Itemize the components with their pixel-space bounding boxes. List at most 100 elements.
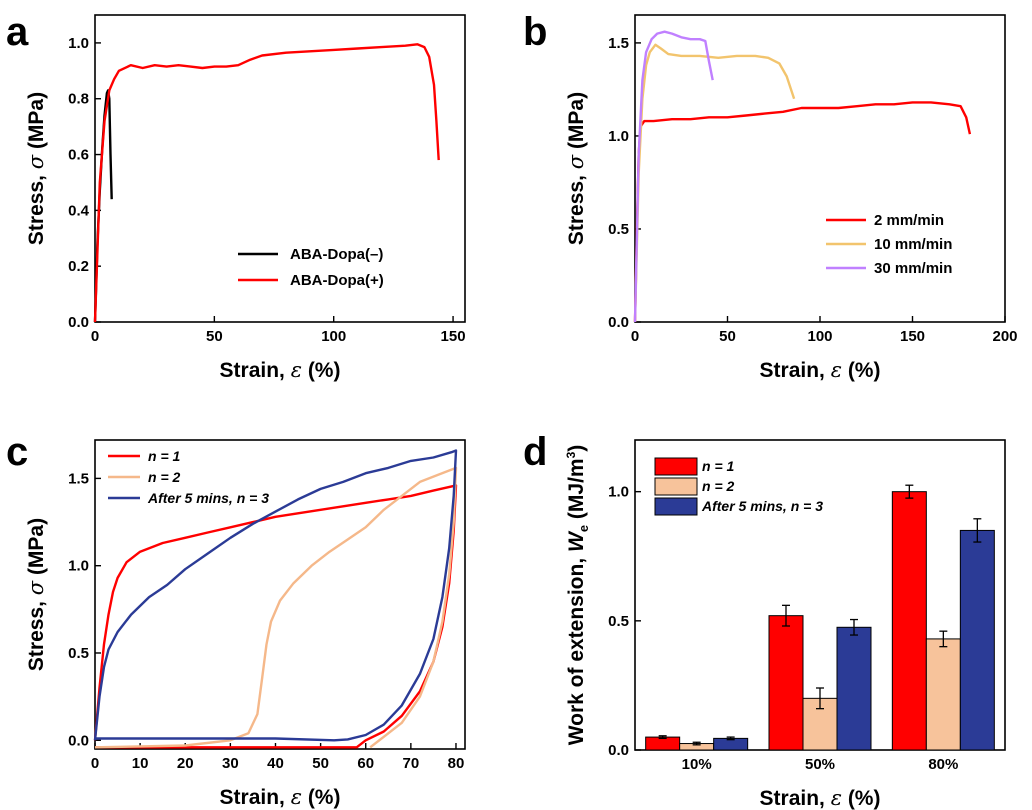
x-axis-title-prefix: Strain, [220, 786, 291, 809]
plot-frame [94, 439, 466, 750]
series-line-0 [633, 101, 972, 323]
y-axis-title-symbol: W [565, 530, 588, 552]
legend-label-text: = 2 [157, 469, 181, 485]
legend-label-variable: n [702, 458, 711, 474]
legend-label: n = 2 [702, 478, 735, 494]
x-tick-label: 0 [631, 328, 639, 345]
x-axis-title-unit: (%) [302, 359, 341, 382]
x-axis-title-prefix: Strain, [760, 787, 831, 810]
panel-d: d 0.0 0.5 1.0 Strain, ε (%) Work of extension… [523, 430, 1006, 810]
series-line-1 [633, 43, 796, 323]
legend-label: After 5 mins, n = 3 [701, 498, 823, 514]
legend-swatch [654, 497, 698, 516]
series-line-0 [93, 484, 458, 749]
y-axis-title: Stress, σ (MPa) [24, 518, 48, 671]
y-tick-label: 1.5 [68, 470, 89, 487]
panel-letter-a: a [6, 10, 29, 54]
y-tick-label: 0.0 [608, 314, 629, 331]
x-tick-label: 10% [682, 756, 712, 773]
legend-swatch [654, 457, 698, 476]
legend-label-text: = 3 [245, 490, 269, 506]
x-axis-title-symbol: ε [831, 358, 842, 382]
x-tick-label: 50 [206, 328, 223, 345]
y-tick-label: 0.6 [68, 147, 89, 164]
y-axis-title-subscript: e [576, 525, 591, 532]
x-axis-title: Strain, ε (%) [760, 786, 881, 810]
x-tick-label: 50% [805, 756, 835, 773]
x-axis-title: Strain, ε (%) [220, 358, 341, 382]
x-tick-label: 20 [177, 755, 194, 772]
x-axis-title-unit: (%) [842, 787, 881, 810]
y-tick-label: 0.2 [68, 258, 89, 275]
y-axis-title-close: ) [565, 445, 588, 452]
y-tick-label: 1.5 [608, 35, 629, 52]
bar [768, 615, 804, 751]
x-axis-title-prefix: Strain, [760, 359, 831, 382]
x-axis-title-prefix: Strain, [220, 359, 291, 382]
legend-label-text: = 3 [799, 498, 823, 514]
legend-label: n = 1 [148, 448, 181, 464]
legend-label: n = 2 [148, 469, 181, 485]
y-axis-title-prefix: Stress, [25, 169, 48, 245]
panel-letter-d: d [523, 430, 547, 474]
y-tick-label: 0.0 [608, 742, 629, 759]
x-axis-title-symbol: ε [291, 358, 302, 382]
bar [959, 529, 995, 751]
y-tick-label: 0.5 [608, 613, 629, 630]
legend-label: 30 mm/min [874, 260, 952, 277]
x-axis-title-symbol: ε [291, 785, 302, 809]
legend-label-variable: n [702, 478, 711, 494]
legend-label: 2 mm/min [874, 212, 944, 229]
y-tick-label: 1.0 [608, 128, 629, 145]
legend-swatch [654, 477, 698, 496]
x-axis-title-unit: (%) [302, 786, 341, 809]
y-tick-label: 0.5 [68, 645, 89, 662]
y-tick-label: 0.4 [68, 202, 90, 219]
legend-label: ABA-Dopa(+) [290, 272, 384, 289]
legend: 2 mm/min 10 mm/min 30 mm/min [826, 212, 952, 277]
panel-a: a 0.0 0.2 0.4 0.6 0.8 1.0 0 50 100 150 Strain, ε (%… [6, 10, 466, 382]
bar [891, 491, 927, 751]
y-tick-label: 1.0 [68, 558, 89, 575]
x-axis-title: Strain, ε (%) [220, 785, 341, 809]
series-line-2 [93, 449, 458, 742]
legend-label-text: After 5 mins, [701, 498, 791, 514]
panel-c: c 0.0 0.5 1.0 1.5 0 10 20 30 40 50 60 70 80 Strain, ε … [6, 430, 466, 809]
x-tick-label: 60 [357, 755, 374, 772]
y-tick-label: 0.0 [68, 314, 89, 331]
y-tick-label: 1.0 [608, 484, 629, 501]
legend-label-variable: n [148, 448, 157, 464]
panel-letter-b: b [523, 10, 547, 54]
x-tick-label: 70 [403, 755, 420, 772]
y-axis-title-prefix: Stress, [565, 169, 588, 245]
y-axis-title-prefix: Stress, [25, 595, 48, 671]
legend-label-variable: n [791, 498, 800, 514]
x-tick-label: 150 [900, 328, 925, 345]
bar [836, 626, 872, 751]
y-axis-title-symbol: σ [24, 154, 48, 169]
y-axis-title-unit: (MPa) [25, 518, 48, 581]
legend-label-text: After 5 mins, [147, 490, 237, 506]
plot-frame [94, 14, 466, 323]
x-tick-label: 50 [719, 328, 736, 345]
legend-label: After 5 mins, n = 3 [147, 490, 269, 506]
legend-label: ABA-Dopa(–) [290, 246, 383, 263]
y-axis-title-unit: (MPa) [565, 92, 588, 155]
x-tick-label: 50 [312, 755, 329, 772]
series-line-2 [633, 30, 714, 323]
panel-letter-c: c [6, 430, 28, 474]
legend-label: n = 1 [702, 458, 735, 474]
x-axis-title-unit: (%) [842, 359, 881, 382]
legend-label-variable: n [237, 490, 246, 506]
y-axis-title-prefix: Work of extension, [565, 552, 588, 745]
x-tick-label: 150 [441, 328, 466, 345]
x-tick-label: 80 [448, 755, 465, 772]
bar [925, 638, 961, 751]
x-tick-label: 0 [91, 755, 99, 772]
series-line-1 [93, 43, 440, 323]
series-line-1 [94, 466, 458, 749]
y-axis-title: Work of extension, We (MJ/m3) [564, 445, 591, 746]
